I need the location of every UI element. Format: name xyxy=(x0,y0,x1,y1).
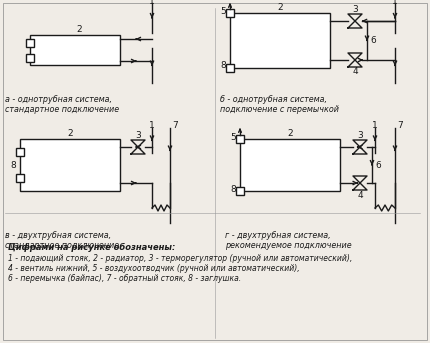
Text: в - двухтрубная система,
стандартное подключение: в - двухтрубная система, стандартное под… xyxy=(5,231,119,250)
Text: Цифрами на рисунке обозначены:: Цифрами на рисунке обозначены: xyxy=(8,243,175,252)
Text: 1: 1 xyxy=(149,121,155,130)
Text: 7: 7 xyxy=(397,121,403,130)
Text: г - двухтрубная система,
рекомендуемое подключение: г - двухтрубная система, рекомендуемое п… xyxy=(225,231,352,250)
Text: 2: 2 xyxy=(77,24,82,34)
Text: 2: 2 xyxy=(277,3,283,12)
Bar xyxy=(16,174,24,182)
Bar xyxy=(230,13,330,68)
Text: 2: 2 xyxy=(287,130,293,139)
Text: 5: 5 xyxy=(220,7,226,15)
Bar xyxy=(226,64,234,72)
Text: 8: 8 xyxy=(220,61,226,71)
Text: 7: 7 xyxy=(172,121,178,130)
Text: 6: 6 xyxy=(370,36,376,45)
Bar xyxy=(240,139,340,191)
Bar xyxy=(20,139,120,191)
Text: а - однотрубная система,
стандартное подключение: а - однотрубная система, стандартное под… xyxy=(5,95,119,115)
Text: 1: 1 xyxy=(372,121,378,130)
Text: 8: 8 xyxy=(230,185,236,193)
Text: 6 - перемычка (байпас), 7 - обратный стояк, 8 - заглушка.: 6 - перемычка (байпас), 7 - обратный сто… xyxy=(8,274,241,283)
Text: 1: 1 xyxy=(149,0,155,5)
Text: 3: 3 xyxy=(135,130,141,140)
Bar xyxy=(236,135,244,143)
Bar xyxy=(30,35,120,65)
Text: 1: 1 xyxy=(392,0,398,5)
Text: 4: 4 xyxy=(352,68,358,76)
Text: 2: 2 xyxy=(67,130,73,139)
Text: 4: 4 xyxy=(357,190,363,200)
Text: 6: 6 xyxy=(375,161,381,169)
Text: 3: 3 xyxy=(357,130,363,140)
Text: 1 - подающий стояк, 2 - радиатор, 3 - терморегулятор (ручной или автоматический): 1 - подающий стояк, 2 - радиатор, 3 - те… xyxy=(8,254,352,263)
Text: 3: 3 xyxy=(352,4,358,13)
Text: 4 - вентиль нижний, 5 - воздухоотводчик (ручной или автоматический),: 4 - вентиль нижний, 5 - воздухоотводчик … xyxy=(8,264,300,273)
Text: 8: 8 xyxy=(10,161,16,169)
Text: 5: 5 xyxy=(230,132,236,142)
Bar xyxy=(226,9,234,17)
Bar xyxy=(26,54,34,61)
Bar xyxy=(236,187,244,195)
Bar xyxy=(16,148,24,156)
Text: б - однотрубная система,
подключение с перемычкой: б - однотрубная система, подключение с п… xyxy=(220,95,339,115)
Bar xyxy=(26,38,34,47)
